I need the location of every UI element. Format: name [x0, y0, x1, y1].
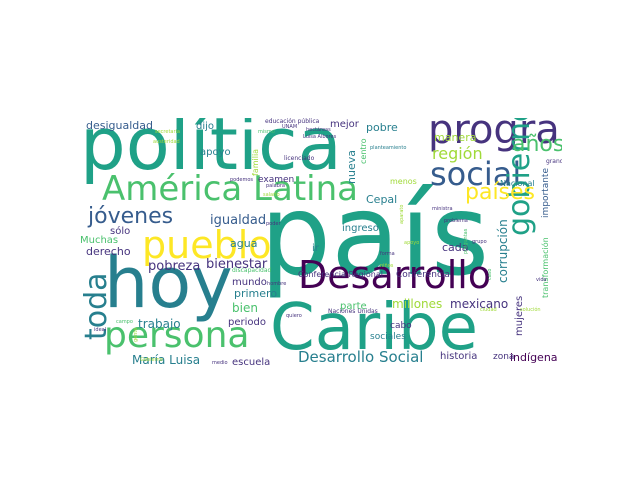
word-cloud: política país hoy Caribe América Latina … — [80, 118, 562, 373]
word: niños — [380, 263, 394, 269]
word: poder — [266, 221, 281, 227]
word: desigualdad — [86, 119, 153, 132]
word: países — [465, 180, 536, 205]
word: programa — [428, 118, 562, 153]
word: sociales — [370, 332, 406, 342]
word: Conferencia — [396, 270, 450, 280]
word: centro — [359, 138, 368, 164]
word: jóvenes — [88, 204, 174, 229]
word: hectáreas — [306, 127, 331, 133]
word: mexicano — [450, 297, 509, 311]
word: menos — [390, 177, 417, 186]
word: preguntas — [463, 228, 469, 254]
word: ciudad — [480, 307, 497, 313]
word: quiero — [286, 313, 302, 319]
word: agua — [230, 237, 258, 250]
word: ir — [312, 243, 319, 254]
word: palabra — [266, 183, 285, 189]
word: pueblo — [142, 223, 272, 267]
word: grupo — [472, 239, 487, 245]
word: Desarrollo — [298, 253, 492, 297]
word: ministra — [432, 206, 453, 212]
word: pobre — [366, 121, 398, 134]
word: ingreso — [342, 223, 379, 234]
word: historia — [440, 351, 478, 362]
word: social — [430, 155, 522, 193]
word: corrupción — [496, 219, 510, 283]
word: planteamiento — [370, 145, 407, 151]
word: aparato — [399, 204, 405, 224]
word: austeridad — [153, 139, 180, 145]
word: forma — [380, 251, 395, 257]
word: sólo — [110, 226, 131, 237]
word: Gobierno — [140, 357, 163, 363]
word: grande — [546, 158, 562, 165]
word: hombre — [267, 281, 287, 287]
word: nueva — [345, 150, 358, 184]
word: cabo — [390, 321, 412, 331]
word: Cepal — [366, 193, 398, 206]
word: manera — [434, 131, 477, 144]
word: igualdad — [210, 213, 267, 228]
word: indígena — [510, 351, 558, 364]
word: María Luisa — [132, 353, 201, 367]
word: Luisa Albores — [303, 134, 337, 140]
word: primero — [234, 287, 278, 300]
word: medio — [212, 360, 228, 366]
word: solución — [520, 307, 541, 313]
word: campo — [116, 319, 133, 325]
word: bien — [232, 301, 258, 315]
word: persona — [104, 315, 250, 356]
word: política — [80, 118, 342, 186]
word: hoy — [104, 242, 233, 324]
word: años — [512, 132, 562, 157]
word: ideal — [94, 327, 107, 333]
word: Conferencia Regional — [298, 270, 383, 279]
word: transformación — [541, 237, 550, 298]
word: Naciones Unidas — [328, 308, 378, 315]
word: secretaria — [155, 129, 180, 135]
word: mujeres — [514, 295, 525, 336]
word: examen — [258, 175, 295, 185]
word: país — [260, 171, 490, 301]
word: mismo — [258, 129, 275, 135]
word: zona — [493, 352, 515, 362]
word: problema — [444, 218, 468, 224]
word: bienestar — [206, 257, 268, 272]
word: caso — [487, 268, 493, 280]
word: Muchas — [80, 235, 119, 246]
word: región — [432, 144, 483, 163]
word: educación pública — [265, 118, 320, 125]
word: millones — [392, 297, 443, 311]
word: parte — [340, 301, 367, 312]
word: gente — [133, 327, 139, 342]
word: Desarrollo Social — [298, 348, 424, 366]
word: derecho — [86, 245, 131, 258]
word: trabajo — [138, 317, 181, 331]
word: apoyo — [200, 147, 231, 158]
word: UNAM — [282, 124, 298, 130]
word: Caribe — [270, 291, 478, 365]
word: cada — [442, 241, 469, 254]
word: licenciado — [284, 155, 315, 162]
word: periodo — [228, 317, 266, 328]
word: salario — [263, 192, 280, 198]
word: apoyo — [404, 240, 420, 246]
word: dijo — [196, 121, 215, 132]
word: familia — [251, 148, 260, 176]
word: podemos — [230, 177, 254, 183]
word: importante — [541, 167, 551, 218]
word: América Latina — [102, 169, 358, 209]
word: mundo — [232, 277, 267, 288]
word: escuela — [232, 357, 271, 368]
word: pobreza — [148, 259, 201, 274]
word: mejor — [330, 119, 359, 130]
word: vida — [536, 277, 547, 283]
word: Nacional — [500, 179, 535, 188]
word: discapacidad — [232, 267, 272, 274]
